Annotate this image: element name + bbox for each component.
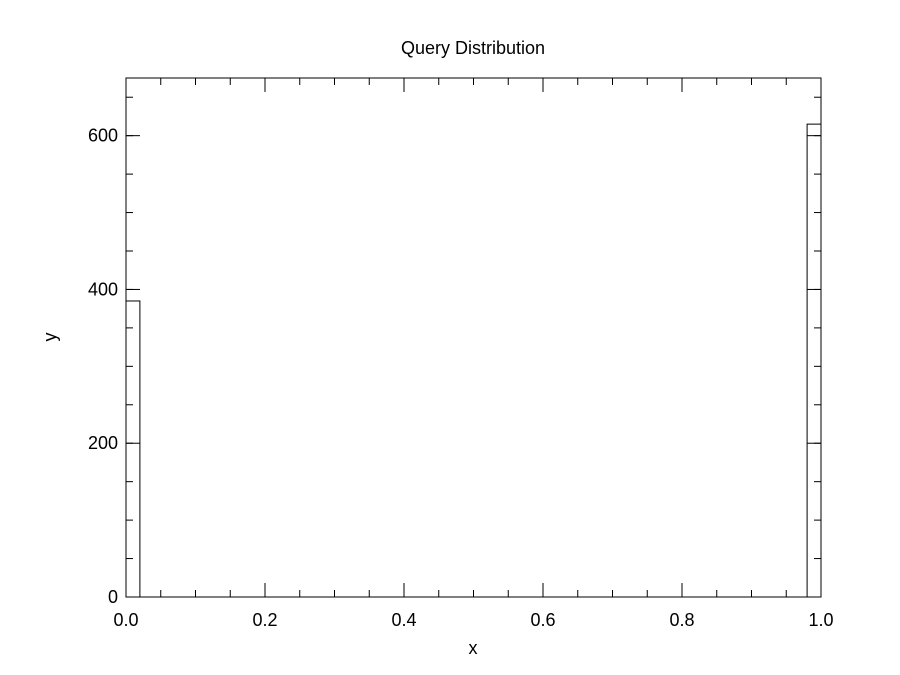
ticks-group	[125, 78, 822, 598]
x-tick-label: 0.4	[391, 610, 416, 630]
plot-frame	[125, 77, 822, 598]
x-tick-label: 0.6	[530, 610, 555, 630]
chart-title: Query Distribution	[401, 38, 545, 58]
histogram-bar-0	[125, 300, 141, 598]
y-axis-label: y	[40, 333, 60, 342]
x-tick-label: 1.0	[808, 610, 833, 630]
x-tick-label: 0.2	[252, 610, 277, 630]
x-tick-label: 0.0	[113, 610, 138, 630]
y-tick-label: 600	[88, 126, 118, 146]
bars-group	[125, 123, 822, 598]
histogram-bar-1	[806, 123, 822, 598]
y-tick-label: 200	[88, 433, 118, 453]
x-axis-label: x	[469, 638, 478, 658]
y-tick-label: 0	[108, 587, 118, 607]
tick-labels-group: 0.0 0.2 0.4 0.6 0.8 1.0 0 200 400 600	[88, 126, 834, 630]
y-tick-label: 400	[88, 279, 118, 299]
x-tick-label: 0.8	[669, 610, 694, 630]
